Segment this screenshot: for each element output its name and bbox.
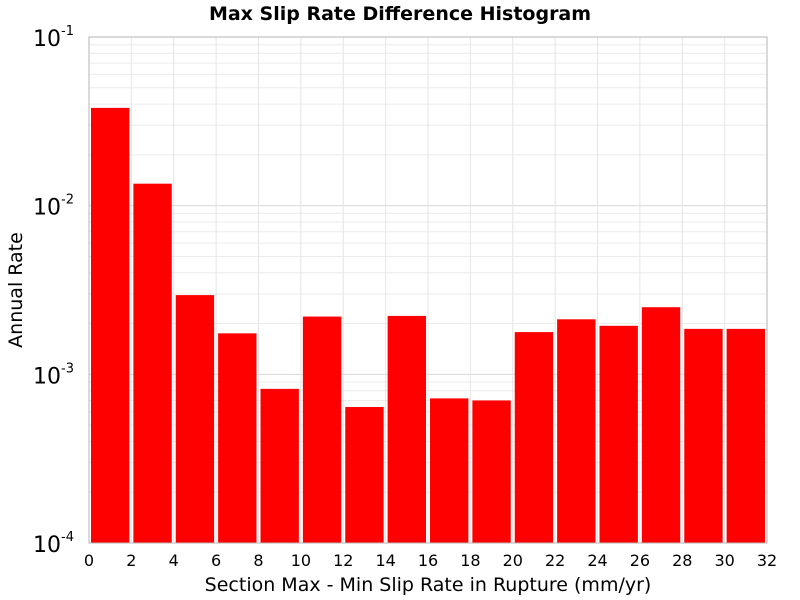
bar	[133, 183, 172, 543]
x-tick-label: 8	[253, 551, 263, 570]
y-tick-label: 10-2	[33, 193, 74, 221]
x-tick-label: 32	[757, 551, 777, 570]
bar	[218, 333, 257, 543]
y-tick-label: 10-4	[33, 530, 74, 558]
y-tick-label: 10-3	[33, 361, 74, 389]
x-tick-label: 12	[333, 551, 353, 570]
bar	[599, 325, 638, 543]
bar	[345, 407, 384, 543]
chart-title: Max Slip Rate Difference Histogram	[209, 3, 591, 25]
x-tick-label: 20	[503, 551, 523, 570]
x-tick-label: 30	[714, 551, 734, 570]
bar	[726, 328, 765, 543]
x-axis-label: Section Max - Min Slip Rate in Rupture (…	[205, 574, 652, 596]
bar	[472, 400, 511, 543]
x-tick-label: 22	[545, 551, 565, 570]
x-tick-label: 0	[84, 551, 94, 570]
plot-frame	[88, 36, 768, 544]
x-tick-label: 14	[375, 551, 395, 570]
y-tick-label: 10-1	[33, 24, 74, 52]
bar	[641, 307, 681, 543]
y-tick-labels: 10-4 10-3 10-2 10-1	[33, 24, 74, 558]
x-tick-label: 26	[630, 551, 650, 570]
bar	[302, 316, 342, 543]
bar	[430, 398, 469, 543]
bar	[684, 328, 723, 543]
bar	[557, 319, 596, 543]
x-tick-label: 4	[169, 551, 179, 570]
x-tick-label: 28	[672, 551, 692, 570]
y-axis-label: Annual Rate	[5, 232, 27, 348]
x-tick-label: 6	[211, 551, 221, 570]
bar	[387, 315, 426, 543]
x-tick-label: 18	[460, 551, 480, 570]
x-tick-label: 16	[418, 551, 438, 570]
x-tick-label: 2	[126, 551, 136, 570]
x-tick-labels: 0 2 4 6 8 10 12 14 16 18 20 22 24 26 28 30 32	[84, 551, 777, 570]
bar	[175, 295, 215, 543]
bar	[260, 388, 299, 543]
bars	[91, 107, 765, 544]
bar	[514, 332, 554, 543]
x-tick-label: 24	[587, 551, 607, 570]
bar	[91, 107, 130, 544]
x-tick-label: 10	[291, 551, 311, 570]
